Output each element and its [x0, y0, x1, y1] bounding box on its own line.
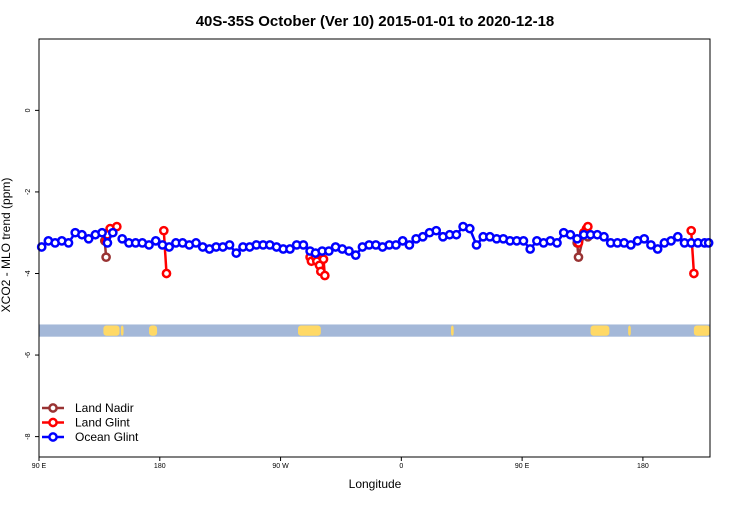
- y-tick-label: -4: [25, 270, 32, 276]
- data-point: [83, 233, 94, 244]
- land-segment: [103, 325, 120, 336]
- data-point: [36, 242, 47, 252]
- land-segment: [298, 325, 321, 336]
- x-tick-label: 0: [399, 463, 403, 470]
- x-axis: 90 E 180 90 W 0 90 E 180: [32, 457, 649, 470]
- land-mask-band: [39, 324, 710, 337]
- data-point: [164, 242, 175, 252]
- data-point: [324, 246, 334, 256]
- data-point: [285, 244, 295, 254]
- legend-marker: [48, 432, 58, 442]
- data-point: [686, 225, 697, 236]
- data-point: [158, 225, 169, 236]
- data-point: [318, 254, 329, 265]
- data-point: [464, 223, 475, 234]
- land-segment: [628, 325, 631, 336]
- x-axis-label: Longitude: [349, 477, 402, 491]
- data-point: [117, 233, 128, 244]
- data-point: [583, 221, 593, 232]
- data-point: [652, 244, 663, 254]
- series-land_glint: [101, 221, 699, 281]
- data-point: [298, 240, 309, 250]
- land-segment: [149, 325, 158, 336]
- data-point: [97, 227, 107, 238]
- legend-label: Ocean Glint: [75, 430, 139, 444]
- data-point: [518, 236, 529, 246]
- data-point: [107, 227, 118, 238]
- data-point: [224, 240, 235, 250]
- data-point: [231, 248, 242, 258]
- data-point: [417, 231, 428, 242]
- data-point: [431, 225, 442, 236]
- y-axis: 0 -2 -4 -6 -8: [25, 108, 39, 440]
- y-tick-label: -8: [25, 433, 32, 439]
- data-point: [625, 240, 636, 250]
- data-point: [102, 238, 113, 248]
- data-point: [404, 240, 415, 250]
- data-point: [703, 238, 714, 248]
- legend-item-land_glint: Land Glint: [42, 416, 130, 430]
- data-point: [599, 231, 609, 242]
- data-point: [144, 240, 154, 250]
- data-point: [161, 268, 172, 279]
- data-point: [191, 238, 201, 248]
- y-tick-label: 0: [25, 108, 32, 112]
- legend-item-land_nadir: Land Nadir: [42, 401, 134, 415]
- y-axis-label: XCO2 - MLO trend (ppm): [0, 178, 13, 313]
- y-tick-label: -6: [25, 352, 32, 358]
- data-point: [525, 244, 536, 254]
- data-point: [101, 252, 111, 263]
- data-series: [36, 221, 714, 281]
- data-point: [471, 240, 482, 250]
- x-tick-label: 90 W: [272, 463, 289, 470]
- land-segment: [693, 325, 710, 336]
- data-point: [552, 238, 562, 248]
- land-segment: [450, 325, 454, 336]
- legend-marker: [48, 403, 58, 413]
- data-point: [573, 252, 584, 263]
- x-tick-label: 180: [154, 463, 166, 470]
- data-point: [639, 233, 650, 244]
- chart-title: 40S-35S October (Ver 10) 2015-01-01 to 2…: [196, 13, 555, 30]
- legend-label: Land Glint: [75, 416, 130, 430]
- x-tick-label: 90 E: [32, 463, 47, 470]
- data-point: [451, 229, 462, 240]
- x-tick-label: 90 E: [515, 463, 530, 470]
- data-point: [565, 229, 576, 240]
- data-point: [344, 246, 354, 256]
- ocean-band: [39, 324, 710, 337]
- data-point: [572, 233, 582, 244]
- x-tick-label: 180: [637, 463, 649, 470]
- data-point: [666, 236, 676, 246]
- data-point: [319, 270, 330, 281]
- data-point: [646, 240, 656, 250]
- data-point: [397, 236, 408, 246]
- y-tick-label: -2: [25, 189, 32, 195]
- data-point: [350, 250, 361, 260]
- data-point: [689, 268, 699, 279]
- data-point: [391, 240, 401, 250]
- series-line-segment: [162, 230, 168, 274]
- data-point: [672, 231, 683, 242]
- series-line-segment: [689, 230, 696, 274]
- legend-marker: [48, 417, 58, 428]
- data-point: [150, 236, 161, 246]
- data-point: [63, 238, 74, 248]
- series-ocean_glint: [36, 221, 714, 260]
- land-segment: [590, 325, 610, 336]
- plot-frame: [38, 38, 711, 458]
- legend-label: Land Nadir: [75, 401, 134, 415]
- data-point: [77, 229, 87, 240]
- legend-item-ocean_glint: Ocean Glint: [42, 430, 139, 444]
- land-segment: [120, 325, 124, 336]
